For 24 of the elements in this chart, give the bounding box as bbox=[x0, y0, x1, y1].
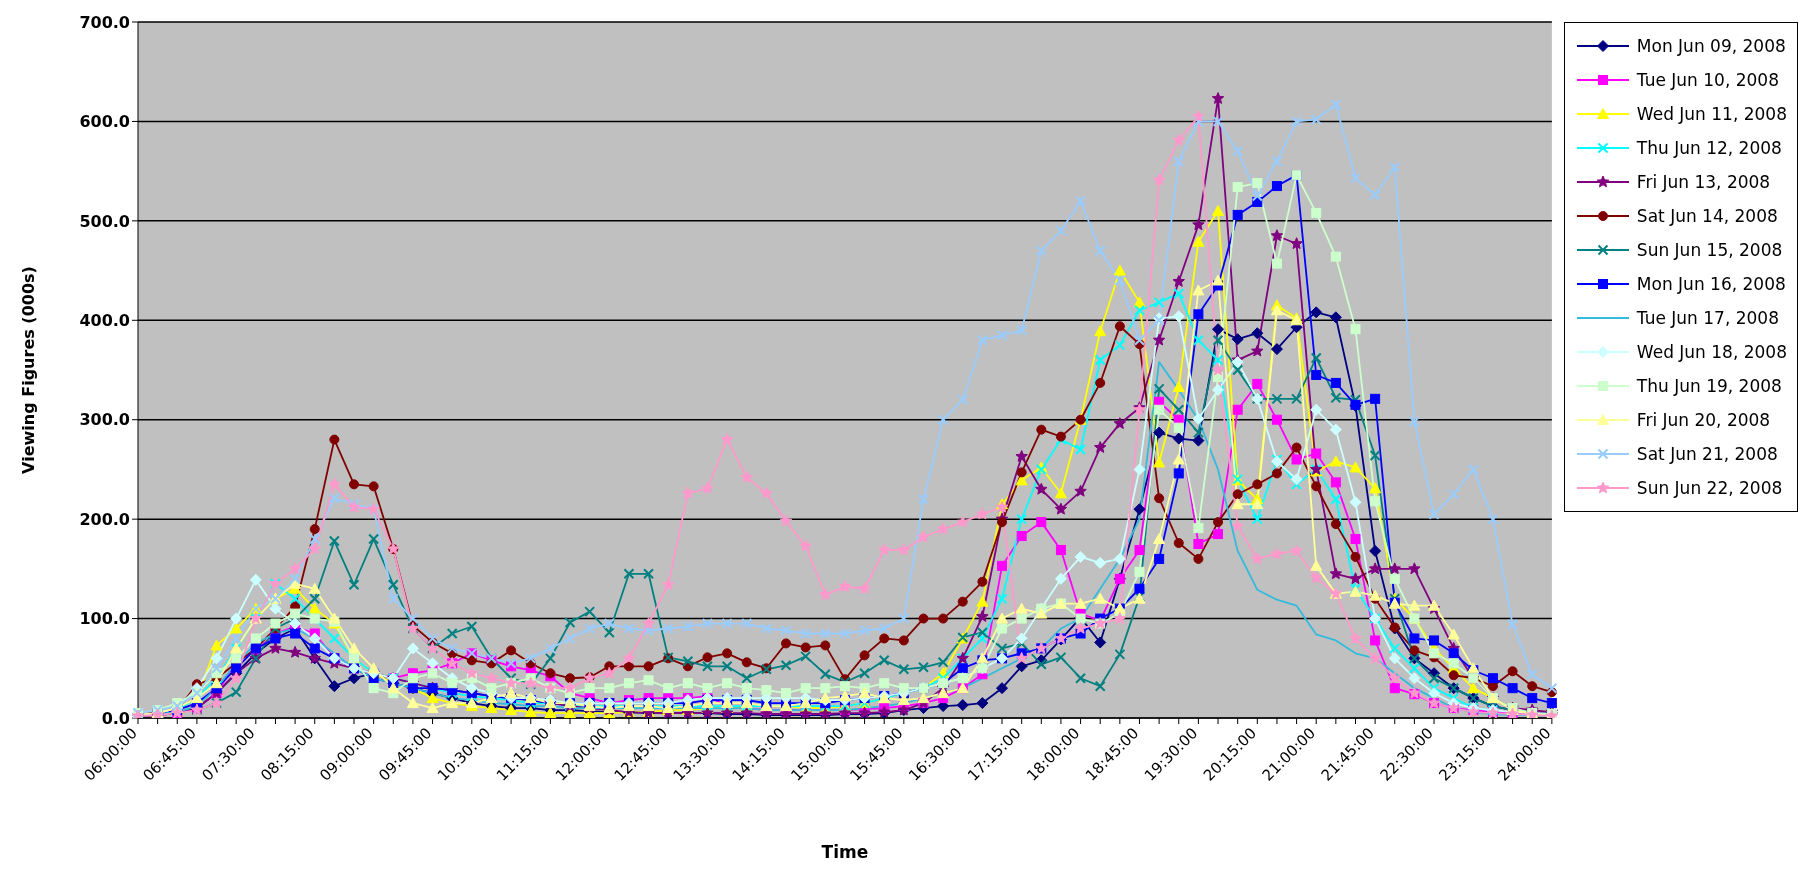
y-tick-label: 200.0 bbox=[79, 509, 130, 529]
legend-label: Thu Jun 19, 2008 bbox=[1636, 376, 1782, 396]
legend-label: Fri Jun 13, 2008 bbox=[1636, 172, 1771, 192]
legend-label: Tue Jun 17, 2008 bbox=[1636, 308, 1779, 328]
x-axis-title: Time bbox=[821, 842, 869, 862]
legend-label: Thu Jun 12, 2008 bbox=[1636, 138, 1782, 158]
legend-label: Sun Jun 22, 2008 bbox=[1636, 478, 1783, 498]
y-tick-label: 500.0 bbox=[79, 211, 130, 231]
y-tick-label: 400.0 bbox=[79, 310, 130, 330]
legend-label: Wed Jun 11, 2008 bbox=[1636, 104, 1787, 124]
legend-label: Wed Jun 18, 2008 bbox=[1636, 342, 1787, 362]
y-tick-label: 700.0 bbox=[79, 12, 130, 32]
y-axis-title: Viewing Figures (000s) bbox=[18, 266, 38, 474]
y-tick-label: 300.0 bbox=[79, 410, 130, 430]
y-tick-label: 600.0 bbox=[79, 112, 130, 132]
y-tick-label: 100.0 bbox=[79, 609, 130, 629]
legend-label: Fri Jun 20, 2008 bbox=[1636, 410, 1771, 430]
legend-label: Mon Jun 16, 2008 bbox=[1636, 274, 1786, 294]
legend-label: Sat Jun 14, 2008 bbox=[1636, 206, 1778, 226]
legend-label: Tue Jun 10, 2008 bbox=[1636, 70, 1779, 90]
legend-label: Mon Jun 09, 2008 bbox=[1636, 36, 1786, 56]
legend-label: Sat Jun 21, 2008 bbox=[1636, 444, 1778, 464]
legend-label: Sun Jun 15, 2008 bbox=[1636, 240, 1783, 260]
y-tick-label: 0.0 bbox=[101, 708, 130, 728]
